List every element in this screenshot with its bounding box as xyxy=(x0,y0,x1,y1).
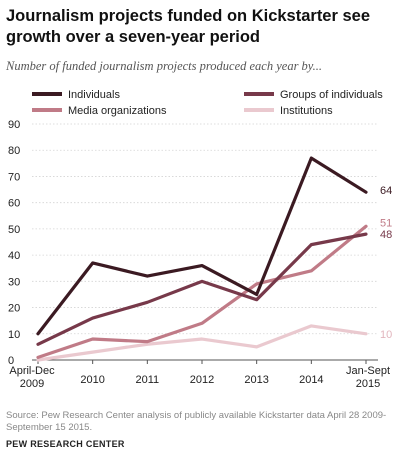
series-line-groups-of-individuals xyxy=(36,232,368,346)
x-tick-label: 2009 xyxy=(20,378,44,390)
series-line-institutions xyxy=(36,324,368,362)
legend-label: Media organizations xyxy=(68,105,167,117)
series-line-media-organizations xyxy=(36,224,368,359)
x-tick-label: Jan-Sept xyxy=(346,365,390,377)
legend-label: Groups of individuals xyxy=(280,89,383,101)
series-lines xyxy=(36,156,368,362)
x-tick-label: 2014 xyxy=(299,374,323,386)
series-line-individuals xyxy=(36,156,368,336)
y-tick-label: 90 xyxy=(8,119,20,131)
end-label: 48 xyxy=(380,229,392,241)
y-tick-label: 0 xyxy=(8,355,14,367)
chart-title: Journalism projects funded on Kickstarte… xyxy=(6,7,371,46)
x-tick-label: 2015 xyxy=(356,378,380,390)
y-tick-label: 40 xyxy=(8,250,20,262)
brand-logo-text: PEW RESEARCH CENTER xyxy=(6,439,125,449)
chart-subtitle: Number of funded journalism projects pro… xyxy=(6,59,323,73)
end-label: 51 xyxy=(380,217,392,229)
y-tick-label: 10 xyxy=(8,329,20,341)
end-label: 10 xyxy=(380,329,392,341)
gridlines xyxy=(32,123,378,361)
source-note: Source: Pew Research Center analysis of … xyxy=(6,410,387,433)
y-tick-label: 70 xyxy=(8,171,20,183)
x-tick-label: 2010 xyxy=(80,374,104,386)
legend-label: Institutions xyxy=(280,105,333,117)
end-label: 64 xyxy=(380,185,392,197)
x-tick-label: 2011 xyxy=(136,374,160,386)
y-tick-label: 60 xyxy=(8,198,20,210)
legend-label: Individuals xyxy=(68,89,120,101)
y-tick-label: 20 xyxy=(8,303,20,315)
x-tick-label: April-Dec xyxy=(9,365,55,377)
y-tick-label: 50 xyxy=(8,224,20,236)
x-tick-label: 2012 xyxy=(190,374,214,386)
y-tick-label: 80 xyxy=(8,145,20,157)
x-tick-label: 2013 xyxy=(244,374,268,386)
y-tick-label: 30 xyxy=(8,276,20,288)
legend: Individuals Groups of individuals Media or… xyxy=(32,89,383,117)
y-axis: 0 10 20 30 40 50 60 70 80 90 xyxy=(8,119,20,367)
